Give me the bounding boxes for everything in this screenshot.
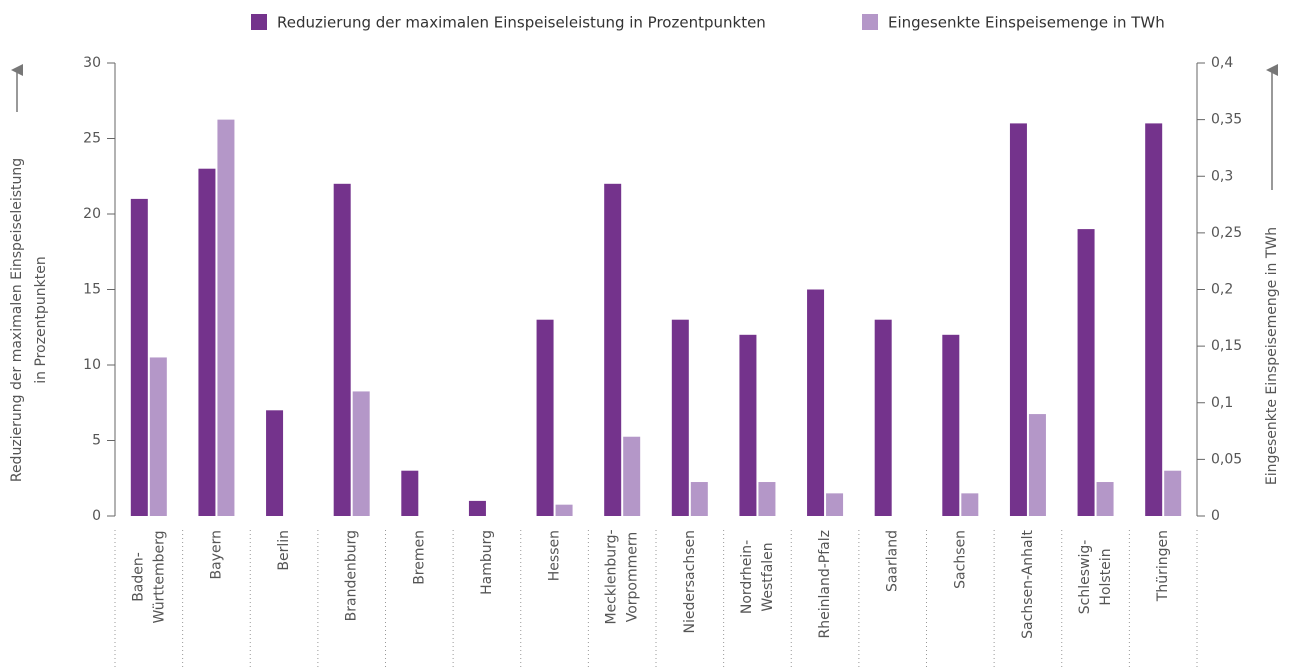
y2-tick-label: 0,35 — [1211, 112, 1242, 128]
y2-tick-label: 0,4 — [1211, 55, 1233, 71]
bar — [1145, 123, 1163, 517]
y-tick-label: 15 — [83, 282, 101, 298]
x-tick-label: Mecklenburg- Vorpommern — [604, 529, 641, 624]
bar — [1077, 229, 1095, 516]
y2-tick-label: 0,15 — [1211, 338, 1242, 354]
x-tick-label: Sachsen-Anhalt — [1020, 529, 1036, 638]
bar — [130, 198, 148, 516]
legend-label: Reduzierung der maximalen Einspeiseleist… — [277, 14, 766, 32]
y-tick-label: 25 — [83, 131, 101, 147]
x-tick-label: Bremen — [411, 530, 427, 585]
bar — [1028, 414, 1046, 516]
bar — [604, 183, 622, 517]
bar — [198, 168, 216, 516]
bar — [807, 289, 825, 516]
y2-tick-label: 0,3 — [1211, 168, 1233, 184]
x-tick-label: Brandenburg — [344, 530, 360, 621]
bar — [352, 391, 370, 516]
y2-tick-label: 0,05 — [1211, 451, 1242, 467]
bar — [961, 493, 979, 516]
x-tick-label: Baden- Württemberg — [130, 530, 167, 623]
x-tick-label: Saarland — [885, 530, 901, 592]
x-tick-label: Nordrhein- Westfalen — [739, 540, 776, 614]
x-tick-label: Hamburg — [479, 530, 495, 595]
x-tick-label: Niedersachsen — [682, 530, 698, 633]
legend-swatch — [862, 14, 878, 30]
bar — [942, 334, 960, 516]
bar — [1096, 482, 1114, 516]
bar — [401, 470, 419, 516]
x-tick-label: Rheinland-Pfalz — [817, 530, 833, 638]
bar — [536, 319, 554, 516]
bar — [149, 357, 167, 516]
y-axis-label: Reduzierung der maximalen Einspeiseleist… — [9, 158, 25, 482]
x-tick-label: Hessen — [547, 530, 563, 581]
bar — [555, 504, 573, 516]
legend-swatch — [251, 14, 267, 30]
y2-tick-label: 0 — [1211, 508, 1220, 524]
y2-axis-label: Eingesenkte Einspeisemenge in TWh — [1264, 227, 1280, 485]
y2-tick-label: 0,25 — [1211, 225, 1242, 241]
y-tick-label: 20 — [83, 206, 101, 222]
bar — [671, 319, 689, 516]
y-tick-label: 5 — [92, 433, 101, 449]
y-tick-label: 30 — [83, 55, 101, 71]
bar — [826, 493, 844, 516]
y2-tick-label: 0,2 — [1211, 282, 1233, 298]
x-tick-label: Berlin — [276, 530, 292, 571]
x-tick-label: Bayern — [208, 530, 224, 579]
bar — [217, 119, 235, 516]
bar — [468, 500, 486, 516]
bar — [758, 482, 776, 516]
x-tick-label: Thüringen — [1155, 530, 1171, 602]
bar — [1009, 123, 1027, 517]
x-tick-label: Schleswig- Holstein — [1077, 540, 1114, 615]
x-tick-label: Sachsen — [952, 530, 968, 589]
bar — [333, 183, 351, 517]
bar — [266, 410, 284, 516]
bar — [739, 334, 757, 516]
legend-label: Eingesenkte Einspeisemenge in TWh — [888, 14, 1165, 32]
y-axis-label: in Prozentpunkten — [33, 256, 49, 383]
y-tick-label: 0 — [92, 508, 101, 524]
bar — [874, 319, 892, 516]
bar — [1164, 470, 1182, 516]
y2-tick-label: 0,1 — [1211, 395, 1233, 411]
bar — [623, 436, 641, 516]
y-tick-label: 10 — [83, 357, 101, 373]
bar — [690, 482, 708, 516]
